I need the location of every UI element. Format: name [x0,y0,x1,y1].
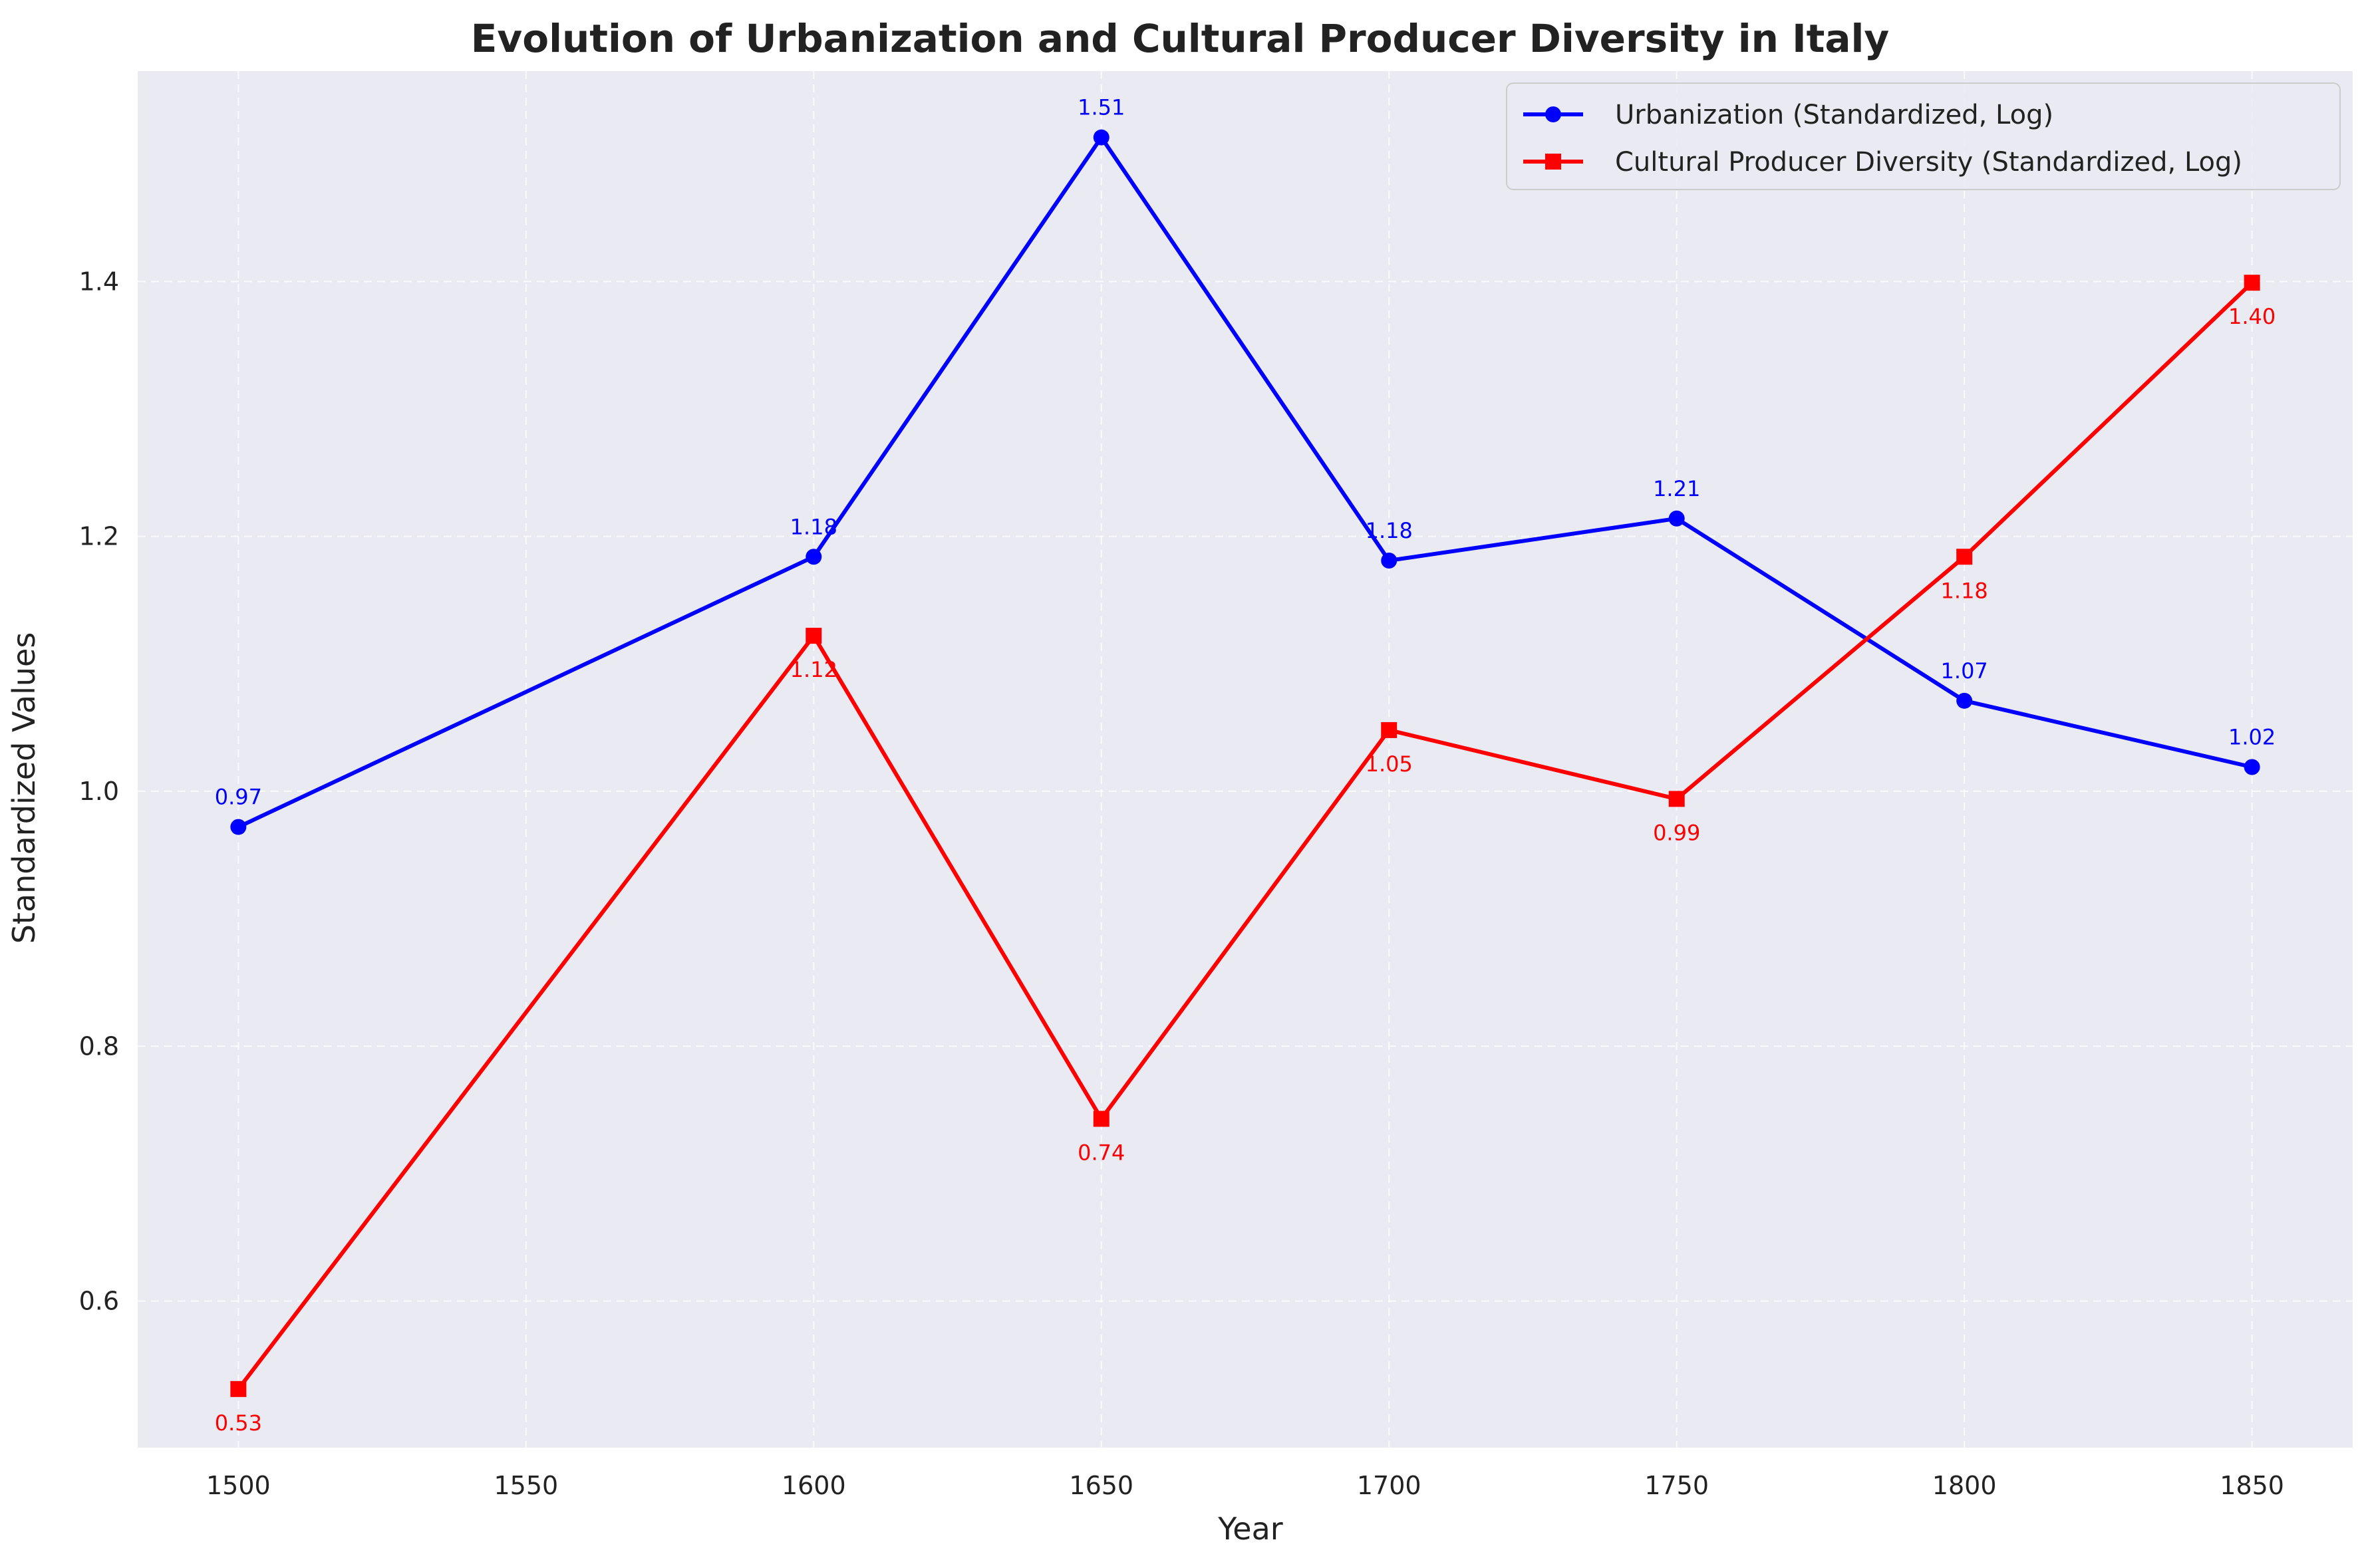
data-label-urbanization: 0.97 [215,785,262,810]
data-point-cultural-diversity [1093,1111,1109,1127]
axis-ticks: 1500 1550 1600 1650 1700 1750 1800 1850 0.6 0.8 1.… [79,267,2284,1500]
series-cultural-diversity [230,275,2260,1397]
legend-marker-cultural-diversity [1545,154,1561,170]
data-label-urbanization: 1.07 [1941,658,1988,684]
data-label-cultural-diversity: 1.05 [1366,751,1413,777]
x-tick-label: 1850 [2220,1471,2284,1500]
data-point-urbanization [2244,759,2260,775]
legend-label-urbanization: Urbanization (Standardized, Log) [1615,100,2053,130]
chart-title: Evolution of Urbanization and Cultural P… [471,16,1889,61]
data-label-cultural-diversity: 0.74 [1078,1140,1125,1166]
y-tick-label: 1.2 [79,522,119,551]
data-label-cultural-diversity: 1.12 [790,657,837,682]
data-series [230,129,2260,1397]
data-point-cultural-diversity [1668,791,1685,807]
data-point-urbanization [230,819,247,835]
data-label-cultural-diversity: 1.40 [2228,304,2276,329]
x-tick-label: 1600 [782,1471,846,1500]
x-axis-label: Year [1217,1511,1282,1547]
data-label-cultural-diversity: 0.99 [1653,820,1700,845]
data-point-cultural-diversity [1956,549,1973,565]
data-point-cultural-diversity [230,1380,247,1397]
x-tick-label: 1800 [1932,1471,1997,1500]
plot-area [138,71,2353,1448]
data-label-urbanization: 1.18 [1366,518,1413,543]
y-axis-label: Standardized Values [6,632,42,944]
data-label-cultural-diversity: 1.18 [1941,578,1988,603]
y-tick-label: 1.4 [79,267,119,296]
data-label-urbanization: 1.21 [1653,476,1700,501]
legend-label-cultural-diversity: Cultural Producer Diversity (Standardize… [1615,147,2242,178]
data-point-cultural-diversity [1381,721,1398,738]
y-tick-label: 0.6 [79,1287,119,1316]
x-tick-label: 1750 [1644,1471,1709,1500]
y-tick-label: 0.8 [79,1031,119,1061]
data-label-cultural-diversity: 0.53 [215,1410,262,1436]
data-labels: 0.97 1.18 1.51 1.18 1.21 1.07 1.02 0.53 1.12 0.74… [215,95,2276,1436]
grid-lines [138,71,2353,1448]
data-point-cultural-diversity [2244,275,2260,291]
data-point-urbanization [806,549,822,565]
data-point-urbanization [1956,692,1973,709]
data-label-urbanization: 1.02 [2228,725,2276,750]
series-urbanization [230,129,2260,835]
x-tick-label: 1650 [1069,1471,1133,1500]
x-tick-label: 1550 [494,1471,558,1500]
data-point-urbanization [1093,129,1109,146]
x-tick-label: 1500 [206,1471,271,1500]
data-label-urbanization: 1.51 [1078,95,1125,120]
legend-frame [1506,82,2341,190]
data-point-urbanization [1381,553,1398,569]
legend: Urbanization (Standardized, Log) Cultura… [1506,82,2341,190]
x-tick-label: 1700 [1357,1471,1421,1500]
legend-marker-urbanization [1545,106,1561,122]
y-tick-label: 1.0 [79,777,119,806]
data-point-cultural-diversity [806,628,822,644]
data-point-urbanization [1668,510,1685,527]
data-label-urbanization: 1.18 [790,514,837,539]
